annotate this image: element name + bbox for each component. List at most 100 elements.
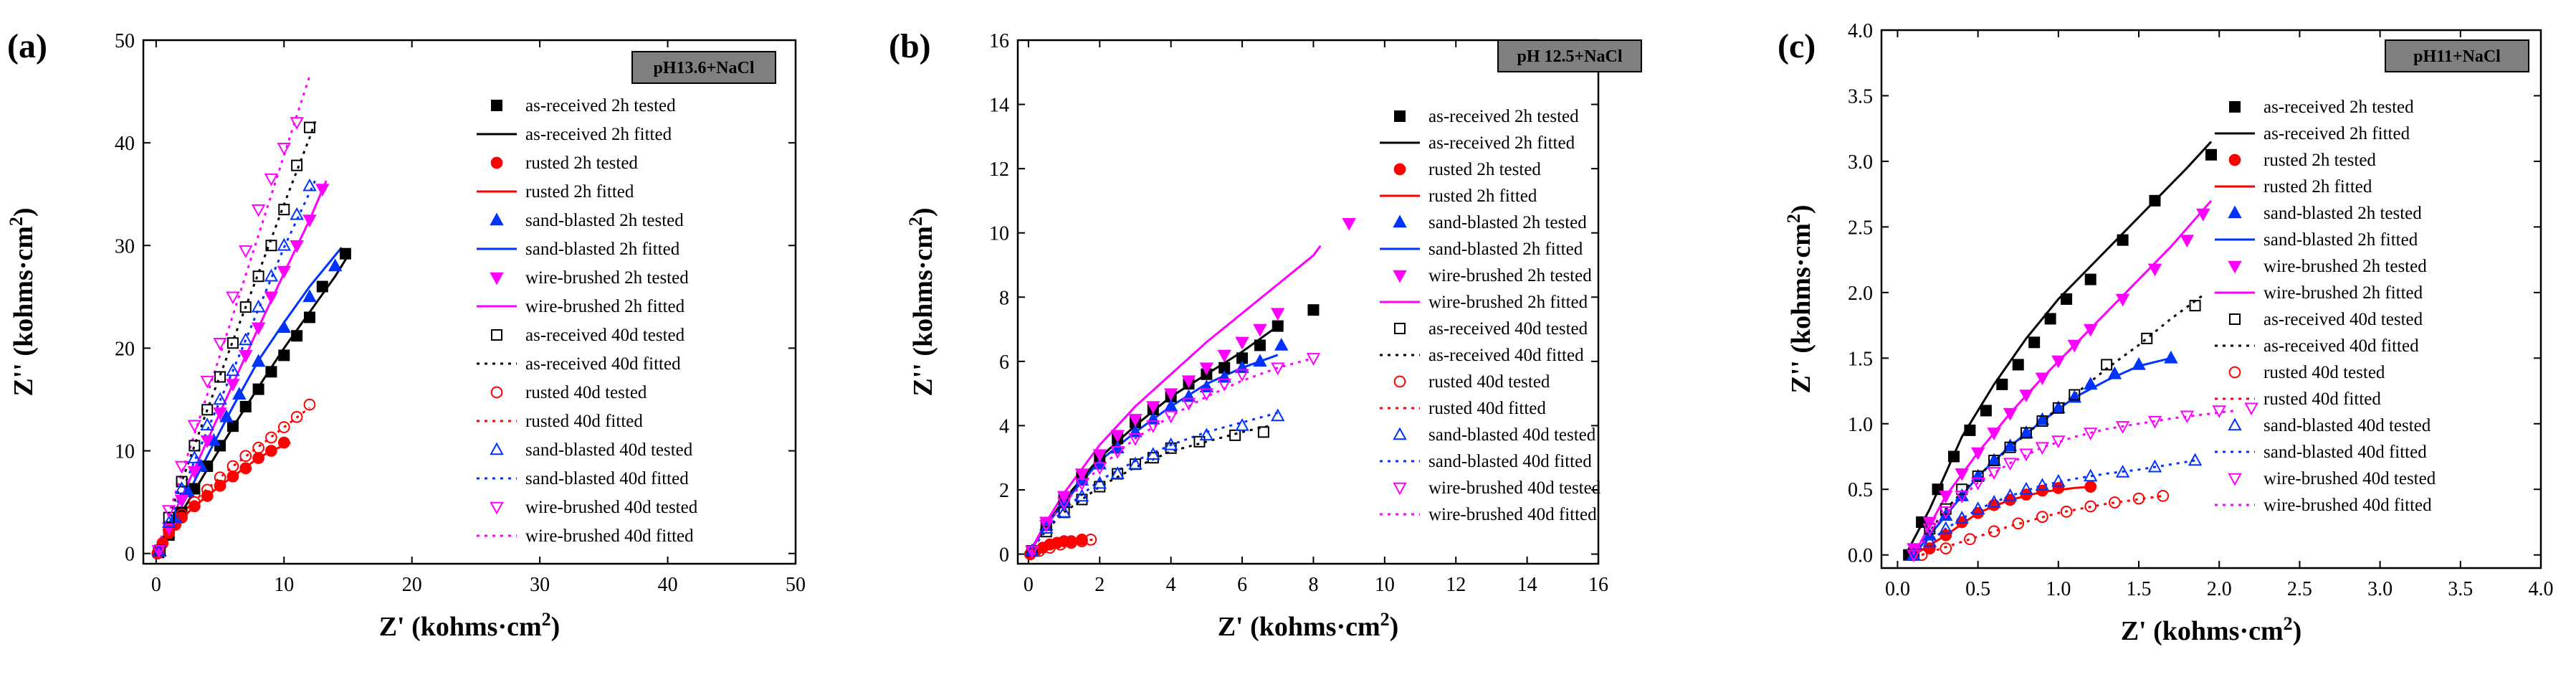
y-tick-label: 20 (115, 338, 135, 360)
data-point (277, 421, 290, 433)
legend-label: as-received 2h tested (525, 96, 676, 115)
data-point (1025, 543, 1039, 557)
data-point (1939, 521, 1953, 534)
data-point (2147, 459, 2162, 473)
condition-label: pH13.6+NaCl (653, 59, 754, 77)
data-point (2083, 377, 2098, 390)
legend-marker (490, 442, 504, 455)
legend-marker (1393, 427, 1407, 440)
data-point (302, 289, 317, 303)
data-point (2115, 421, 2130, 434)
legend-label: rusted 2h fitted (2263, 177, 2372, 197)
data-point (1163, 410, 1178, 424)
data-point (1110, 430, 1125, 443)
data-point (1076, 535, 1088, 548)
y-tick-label: 30 (115, 235, 135, 257)
legend-label: rusted 40d tested (2263, 363, 2385, 382)
y-tick-label: 4.0 (1848, 20, 1873, 42)
data-point (252, 383, 264, 395)
data-point (2051, 435, 2066, 449)
data-point (1253, 323, 1267, 337)
data-point (214, 371, 226, 383)
legend-marker (2229, 313, 2241, 325)
legend-marker (490, 386, 503, 399)
data-point (1996, 378, 2008, 390)
data-point (239, 301, 252, 313)
data-point (219, 409, 234, 422)
legend-marker (2228, 366, 2241, 379)
y-tick-label: 1.0 (1848, 414, 1873, 436)
data-point (1074, 488, 1089, 502)
data-point (1181, 375, 1196, 389)
data-point (1235, 417, 1249, 431)
legend-label: rusted 2h tested (1428, 160, 1541, 179)
data-point (1947, 450, 1960, 463)
data-point (1987, 427, 2001, 441)
data-point (2083, 468, 2098, 482)
data-point (1092, 449, 1107, 463)
y-tick-label: 10 (989, 223, 1009, 245)
data-point (1056, 497, 1072, 511)
legend-marker (1393, 482, 1407, 496)
data-point (226, 420, 239, 432)
legend-label: wire-brushed 2h fitted (2263, 283, 2423, 303)
data-point (1039, 519, 1054, 533)
data-point (187, 465, 202, 479)
data-point (1922, 516, 1937, 530)
data-point (2003, 488, 2018, 501)
y-tick-label: 3.5 (1848, 85, 1873, 108)
legend-marker (490, 212, 504, 226)
data-point (1253, 354, 1267, 367)
legend-label: as-received 2h tested (2263, 98, 2414, 117)
x-tick-label: 0.5 (1965, 578, 1990, 600)
data-point (239, 245, 253, 258)
y-tick-label: 0 (999, 544, 1009, 567)
data-point (226, 379, 240, 392)
data-point (174, 481, 189, 494)
data-point (264, 173, 279, 186)
data-point (2084, 273, 2096, 285)
legend-label: sand-blasted 40d fitted (525, 469, 689, 488)
data-point (161, 515, 176, 529)
data-point (2061, 293, 2073, 305)
x-tick-label: 10 (1375, 574, 1395, 596)
y-tick-label: 2.5 (1848, 217, 1873, 239)
data-point (1110, 466, 1125, 479)
data-point (264, 268, 279, 282)
data-point (2196, 208, 2210, 222)
data-point (315, 184, 330, 197)
data-point (201, 483, 214, 496)
data-point (213, 392, 227, 405)
x-tick-label: 12 (1446, 574, 1466, 596)
data-point (2084, 481, 2097, 493)
data-point (277, 320, 292, 334)
legend-label: rusted 40d tested (525, 383, 647, 402)
data-point (2107, 366, 2122, 379)
x-tick-label: 40 (658, 574, 678, 596)
legend-label: as-received 40d tested (2263, 310, 2423, 329)
series-line (1912, 459, 2195, 556)
x-tick-label: 4.0 (2529, 578, 2554, 600)
data-point (239, 332, 253, 346)
data-point (265, 366, 277, 378)
legend-label: wire-brushed 40d fitted (1428, 505, 1597, 524)
y-axis-label: Z'' (kohms·cm2) (1783, 204, 1816, 393)
data-point (2051, 355, 2066, 369)
data-point (1128, 456, 1142, 470)
data-point (290, 410, 303, 423)
data-point (251, 322, 266, 336)
data-point (1940, 542, 1952, 554)
data-point (1987, 467, 2001, 480)
condition-label: pH 12.5+NaCl (1517, 47, 1622, 66)
data-point (1271, 362, 1285, 376)
y-tick-label: 12 (989, 159, 1009, 181)
data-point (1199, 362, 1214, 376)
x-tick-label: 10 (274, 574, 294, 596)
data-point (239, 462, 252, 475)
data-point (1074, 478, 1089, 491)
y-tick-label: 0.0 (1848, 545, 1873, 567)
data-point (2188, 453, 2203, 466)
condition-badge (631, 51, 776, 84)
legend-label: wire-brushed 40d fitted (2263, 496, 2432, 515)
data-point (1199, 427, 1214, 441)
